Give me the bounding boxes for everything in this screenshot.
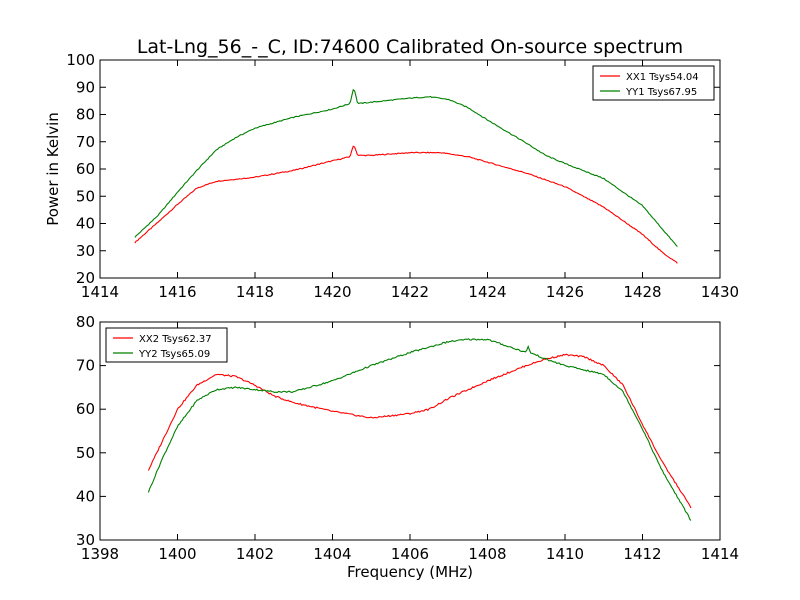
- series-line-yy2: [147, 338, 692, 521]
- y-tick-label: 60: [76, 400, 95, 418]
- y-tick-label: 60: [76, 160, 95, 178]
- top-panel: 1414 1416 1418 1420 1422 1424 1426 1428 1430 20 30…: [66, 51, 739, 301]
- x-tick-label: 1408: [468, 545, 506, 563]
- figure-title: Lat-Lng_56_-_C, ID:74600 Calibrated On-s…: [137, 36, 683, 58]
- y-tick-label: 40: [76, 487, 95, 505]
- series-line-yy1: [134, 88, 678, 247]
- x-tick-label: 1428: [623, 283, 661, 301]
- y-tick-label: 80: [76, 106, 95, 124]
- legend-box: [105, 327, 228, 363]
- x-tick-label: 1424: [468, 283, 506, 301]
- x-tick-label: 1406: [391, 545, 429, 563]
- x-tick-label: 1422: [391, 283, 429, 301]
- x-tick-label: 1400: [158, 545, 196, 563]
- x-tick-label: 1416: [158, 283, 196, 301]
- y-tick-label: 50: [76, 187, 95, 205]
- y-tick-label: 20: [76, 269, 95, 287]
- legend: XX2 Tsys62.37 YY2 Tsys65.09: [105, 327, 228, 363]
- x-tick-label: 1402: [236, 545, 274, 563]
- legend-entry: XX2 Tsys62.37: [139, 334, 212, 345]
- legend-entry: YY1 Tsys67.95: [625, 87, 697, 98]
- x-tick-label: 1418: [236, 283, 274, 301]
- x-axis-label: Frequency (MHz): [347, 563, 473, 581]
- legend-entry: YY2 Tsys65.09: [138, 349, 210, 360]
- x-tick-label: 1426: [546, 283, 584, 301]
- x-tick-label: 1420: [313, 283, 351, 301]
- series-line-xx1: [134, 145, 678, 264]
- bottom-panel: 1398 1400 1402 1404 1406 1408 1410 1412 1414 30 40…: [76, 313, 739, 563]
- series-line-xx2: [147, 353, 692, 509]
- y-tick-label: 40: [76, 215, 95, 233]
- x-tick-label: 1414: [81, 283, 119, 301]
- y-tick-label: 80: [76, 313, 95, 331]
- x-tick-label: 1404: [313, 545, 351, 563]
- y-tick-label: 100: [66, 51, 95, 69]
- y-tick-label: 50: [76, 444, 95, 462]
- x-tick-label: 1398: [81, 545, 119, 563]
- y-tick-label: 30: [76, 531, 95, 549]
- legend: XX1 Tsys54.04 YY1 Tsys67.95: [592, 65, 715, 101]
- x-tick-label: 1412: [623, 545, 661, 563]
- y-tick-label: 70: [76, 357, 95, 375]
- y-tick-label: 30: [76, 242, 95, 260]
- y-axis-label: Power in Kelvin: [44, 112, 62, 226]
- x-tick-label: 1430: [701, 283, 739, 301]
- y-tick-label: 90: [76, 78, 95, 96]
- y-tick-label: 70: [76, 133, 95, 151]
- x-tick-label: 1410: [546, 545, 584, 563]
- x-tick-label: 1414: [701, 545, 739, 563]
- legend-entry: XX1 Tsys54.04: [626, 72, 699, 83]
- legend-box: [592, 65, 715, 101]
